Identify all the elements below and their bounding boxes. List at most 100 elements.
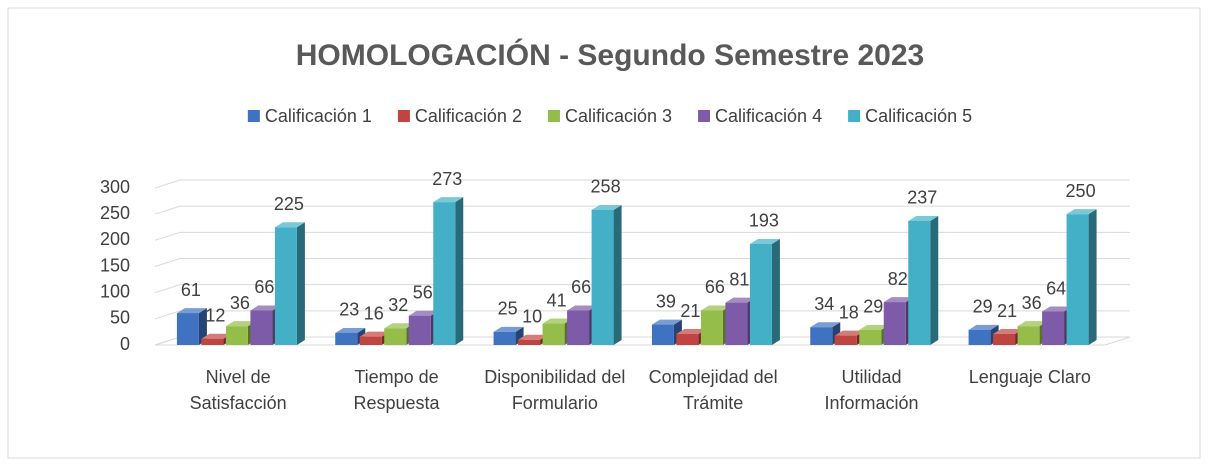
bar-top (1017, 321, 1048, 327)
y-tick-label: 50 (110, 308, 130, 328)
data-label: 29 (973, 297, 993, 317)
bar-top (1042, 306, 1073, 312)
bar-top (1066, 209, 1097, 215)
bar-top (542, 318, 573, 324)
chart-title: HOMOLOGACIÓN - Segundo Semestre 2023 (296, 38, 924, 72)
bar (176, 313, 199, 345)
legend-label: Calificación 1 (265, 106, 372, 126)
y-tick-label: 150 (100, 255, 130, 275)
x-tick-label: Disponibilidad del Formulario (484, 367, 626, 413)
data-label: 64 (1046, 278, 1066, 298)
bar-top (274, 222, 305, 228)
data-label: 16 (364, 303, 384, 323)
bar-top (651, 319, 682, 325)
bar (651, 324, 674, 345)
bar-top (176, 308, 207, 314)
bar-top (359, 331, 390, 337)
bar-top (225, 321, 256, 327)
bar-top (493, 326, 524, 332)
grid-line (154, 310, 1130, 320)
bar-top (567, 305, 598, 311)
bar-top (201, 333, 232, 339)
data-label: 10 (522, 307, 542, 327)
data-label: 66 (571, 277, 591, 297)
data-label: 21 (680, 301, 700, 321)
legend-swatch (247, 110, 260, 122)
bar (493, 331, 516, 345)
x-tick-label: Nivel de Satisfacción (189, 367, 287, 413)
bar-top (408, 310, 439, 316)
bar-side (1088, 209, 1097, 345)
bar (335, 332, 358, 345)
bar (700, 310, 723, 345)
bar-top (993, 329, 1024, 335)
data-label: 81 (729, 269, 749, 289)
data-label: 12 (205, 305, 225, 325)
bar (250, 310, 273, 345)
legend-swatch (848, 110, 861, 122)
bar-top (968, 324, 999, 330)
bar-side (930, 215, 939, 345)
x-tick-label: Complejidad del Trámite (648, 367, 778, 413)
x-tick-label: Tiempo de Respuesta (353, 367, 440, 413)
bar-top (749, 238, 780, 244)
bar (725, 302, 748, 345)
bar-top (433, 197, 464, 203)
y-tick-label: 250 (100, 203, 130, 223)
grid-line (154, 284, 1130, 294)
bar-top (700, 305, 731, 311)
data-label: 250 (1066, 181, 1096, 201)
bar (591, 209, 614, 345)
bar (567, 310, 590, 345)
bar-top (883, 297, 914, 303)
data-label: 29 (863, 297, 883, 317)
data-label: 36 (1022, 293, 1042, 313)
bar-side (771, 238, 780, 345)
data-label: 32 (388, 295, 408, 315)
legend: Calificación 1 Calificación 2 Calificación… (247, 106, 972, 126)
grid-line (154, 179, 1130, 189)
data-label: 237 (907, 188, 937, 208)
bar-side (296, 222, 305, 345)
bar (1042, 311, 1065, 345)
bar (883, 302, 906, 345)
data-label: 23 (339, 300, 359, 320)
bar (1066, 214, 1089, 345)
bar (1017, 326, 1040, 345)
legend-label: Calificación 5 (865, 106, 972, 126)
bar (859, 329, 882, 345)
data-label: 56 (413, 282, 433, 302)
data-label: 66 (705, 277, 725, 297)
bar (201, 338, 224, 345)
bar (542, 323, 565, 345)
y-tick-label: 200 (100, 229, 130, 249)
bar (676, 334, 699, 345)
bar (749, 243, 772, 345)
data-label: 41 (547, 290, 567, 310)
bar-side (455, 197, 464, 345)
bar-top (384, 323, 415, 329)
y-tick-label: 100 (100, 281, 130, 301)
legend-swatch (547, 110, 560, 122)
y-tick-label: 300 (100, 177, 130, 197)
bar (359, 336, 382, 345)
data-label: 273 (432, 169, 462, 189)
grid-line (154, 231, 1130, 241)
y-tick-label: 0 (120, 334, 130, 354)
legend-swatch (698, 110, 711, 122)
data-label: 21 (997, 301, 1017, 321)
bar-side (613, 204, 622, 345)
data-label: 193 (749, 211, 779, 231)
data-label: 258 (591, 177, 621, 197)
data-label: 25 (498, 299, 518, 319)
legend-label: Calificación 4 (715, 106, 822, 126)
bar-top (725, 297, 756, 303)
x-tick-label: Lenguaje Claro (968, 367, 1091, 387)
bar-top (518, 334, 549, 340)
bar (834, 335, 857, 345)
x-tick-label: Utilidad Información (824, 367, 919, 413)
legend-label: Calificación 2 (415, 106, 522, 126)
bar (408, 315, 431, 345)
bar (225, 326, 248, 345)
